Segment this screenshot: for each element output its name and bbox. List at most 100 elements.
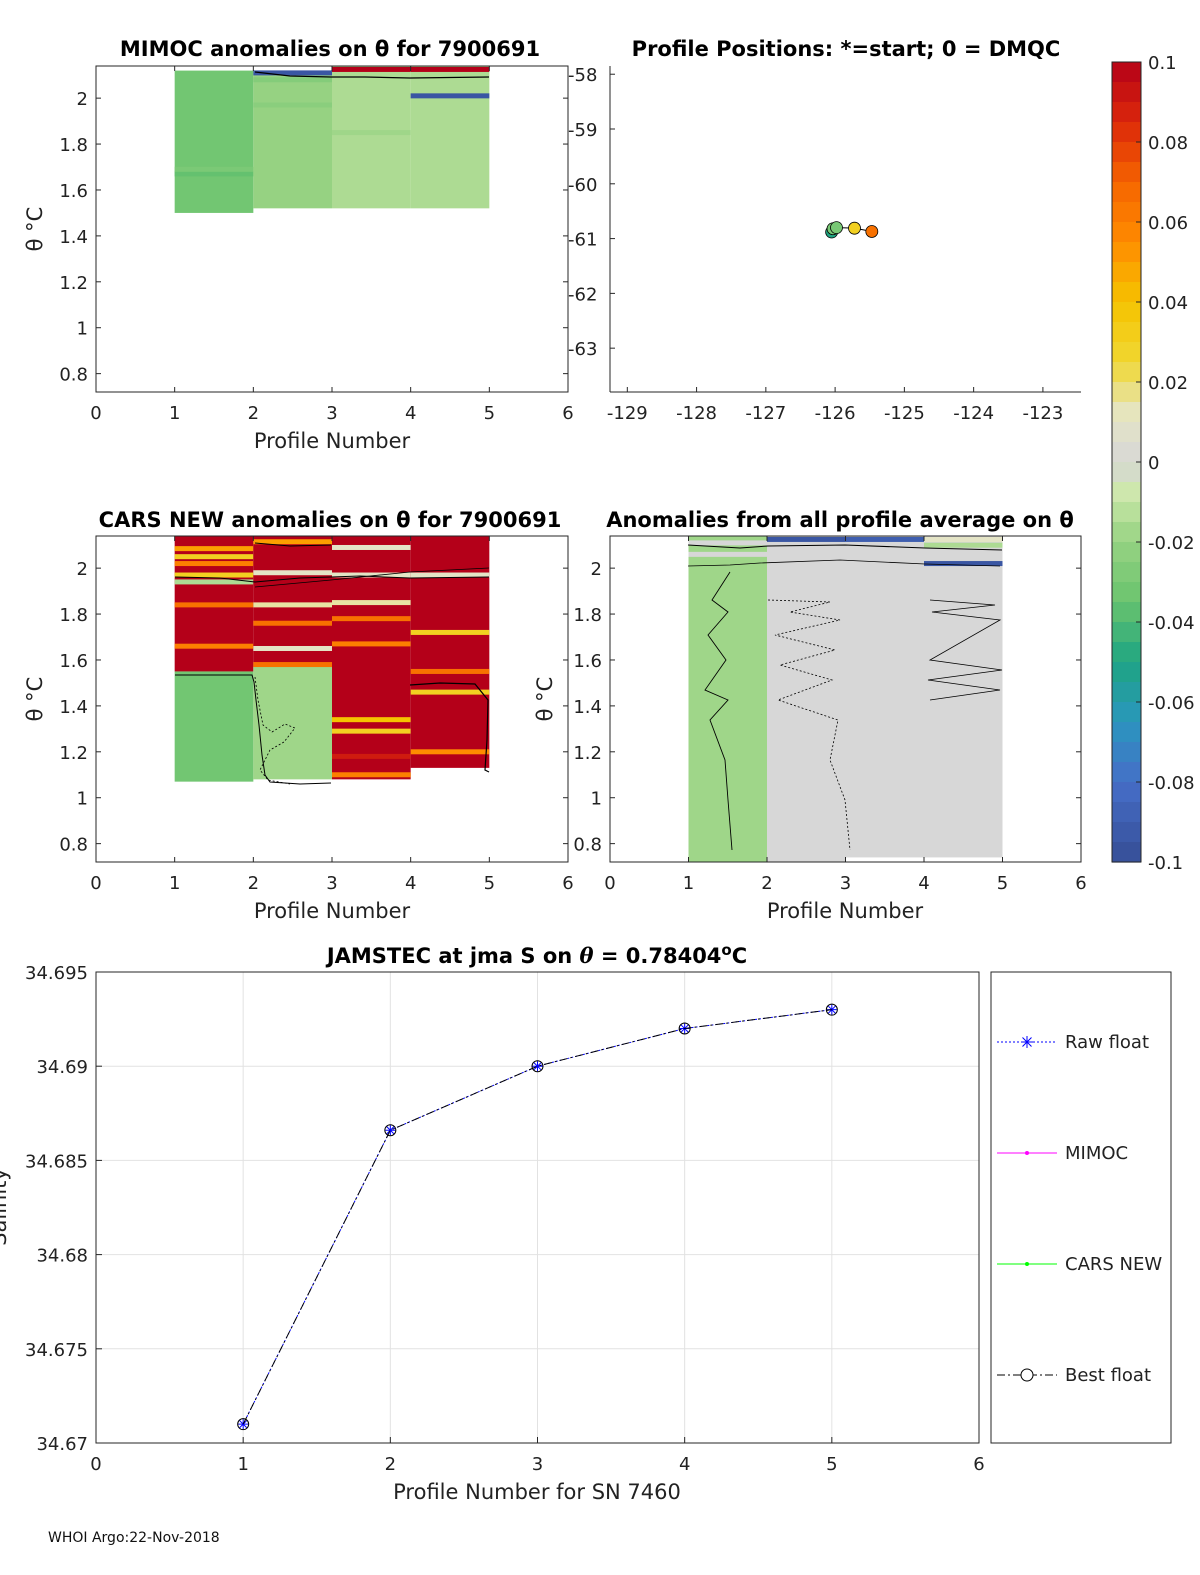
best-float-point: [384, 1124, 397, 1137]
positions-ytick-label: -60: [568, 175, 597, 196]
mimoc-band: [174, 166, 254, 172]
allavg-band: [688, 551, 767, 557]
salinity-xtick-label: 6: [973, 1454, 984, 1475]
salinity-xtick-label: 1: [237, 1454, 248, 1475]
allavg-panel: 0 1 2 3 4 5 60.811.21.41.61.82 Anomalies from …: [533, 508, 1087, 923]
cars-xtick-label: 0: [90, 873, 101, 894]
mimoc-cell: [174, 70, 254, 213]
colorbar-swatch: [1112, 802, 1141, 823]
colorbar-swatch: [1112, 502, 1141, 523]
mimoc-band: [410, 93, 490, 99]
cars-ytick-label: 1.6: [59, 651, 88, 672]
colorbar-swatch: [1112, 522, 1141, 543]
position-marker: [865, 225, 879, 238]
mimoc-xtick-label: 4: [405, 403, 416, 424]
colorbar-swatches: [1112, 62, 1141, 863]
mimoc-heatmap: [174, 66, 490, 213]
colorbar-swatch: [1112, 662, 1141, 683]
positions-xtick-label: -124: [953, 403, 994, 424]
salinity-ylabel: Salinity: [0, 1168, 11, 1246]
allavg-xtick-label: 5: [997, 873, 1008, 894]
positions-markers: [825, 221, 879, 239]
mimoc-ticks: 0 1 2 3 4 5 6 0.8 1 1.2 1.4 1.6 1.8 2: [59, 66, 574, 424]
cars-heatmap: [174, 536, 490, 782]
cars-band: [332, 772, 411, 778]
colorbar-swatch: [1112, 282, 1141, 303]
allavg-band: [924, 561, 1003, 567]
cars-xtick-label: 6: [562, 873, 573, 894]
colorbar-tick-label: 0: [1148, 453, 1159, 474]
allavg-band: [924, 542, 1003, 548]
salinity-xlabel: Profile Number for SN 7460: [393, 1480, 681, 1504]
colorbar-tick-label: -0.02: [1148, 533, 1195, 554]
legend-label: Best float: [1065, 1365, 1151, 1386]
cars-xlabel: Profile Number: [254, 899, 411, 923]
positions-ytick-label: -59: [568, 120, 597, 141]
positions-xtick-label: -123: [1022, 403, 1063, 424]
best-float-point: [237, 1418, 250, 1431]
colorbar-tick-label: 0.02: [1148, 373, 1188, 394]
colorbar-swatch: [1112, 202, 1141, 223]
colorbar-tick-label: 0.04: [1148, 293, 1188, 314]
mimoc-ytick-label: 1.6: [59, 181, 88, 202]
cars-band: [253, 539, 332, 545]
salinity-ytick-label: 34.67: [36, 1434, 88, 1455]
colorbar-swatch: [1112, 182, 1141, 203]
colorbar-swatch: [1112, 382, 1141, 403]
allavg-ytick-label: 2: [591, 559, 602, 580]
allavg-heatmap: [688, 536, 1003, 862]
colorbar-swatch: [1112, 162, 1141, 183]
legend-marker: [1025, 1262, 1029, 1266]
cars-band: [174, 554, 254, 560]
allavg-cell: [767, 536, 846, 862]
salinity-series: [237, 1003, 838, 1431]
cars-contour-line: [254, 542, 332, 547]
cars-band: [253, 662, 332, 668]
salinity-ticks: 0 1 2 3 4 5 6 34.67 34.675 34.68 34.685 34.69 34.695: [25, 963, 985, 1475]
cars-ytick-label: 1: [77, 789, 88, 810]
cars-band: [410, 749, 490, 755]
positions-ytick-label: -61: [568, 230, 597, 251]
colorbar-swatch: [1112, 442, 1141, 463]
mimoc-ytick-label: 1: [77, 319, 88, 340]
salinity-title: JAMSTEC at jma S on θ = 0.78404oC: [325, 941, 747, 968]
cars-ticks: 0 1 2 3 4 5 6 0.8 1 1.2 1.4 1.6 1.8 2: [59, 536, 574, 894]
positions-xtick-label: -125: [884, 403, 925, 424]
best-float-point: [825, 1003, 838, 1016]
allavg-ytick-label: 1.8: [573, 605, 602, 626]
colorbar-swatch: [1112, 542, 1141, 563]
positions-axes-background: [610, 66, 1081, 392]
colorbar-swatch: [1112, 702, 1141, 723]
colorbar-swatch: [1112, 262, 1141, 283]
positions-title: Profile Positions: *=start; 0 = DMQC: [632, 37, 1061, 61]
cars-contours: [174, 542, 490, 785]
colorbar-swatch: [1112, 782, 1141, 803]
allavg-band: [688, 540, 767, 546]
cars-band: [332, 753, 411, 759]
cars-xtick-label: 1: [169, 873, 180, 894]
mimoc-xtick-label: 3: [326, 403, 337, 424]
cars-contour-line: [254, 567, 490, 588]
cars-cell: [253, 536, 332, 667]
colorbar-ticks: 0.1 0.08 0.06 0.04 0.02 0 -0.02 -0.04 -0.06 -0.08…: [1136, 53, 1195, 874]
cars-band: [253, 602, 332, 608]
mimoc-title: MIMOC anomalies on θ for 7900691: [120, 37, 540, 61]
mimoc-xlabel: Profile Number: [254, 429, 411, 453]
colorbar-tick-label: 0.06: [1148, 213, 1188, 234]
cars-cell: [253, 666, 332, 780]
legend-items: Raw float MIMOC CARS NEW Best float: [997, 1032, 1162, 1386]
salinity-ytick-label: 34.685: [25, 1151, 88, 1172]
cars-xtick-label: 3: [326, 873, 337, 894]
cars-band: [332, 641, 411, 647]
colorbar: 0.1 0.08 0.06 0.04 0.02 0 -0.02 -0.04 -0.06 -0.08…: [1111, 53, 1195, 874]
colorbar-swatch: [1112, 302, 1141, 323]
cars-band: [332, 544, 411, 550]
mimoc-xtick-label: 0: [90, 403, 101, 424]
allavg-xlabel: Profile Number: [767, 899, 924, 923]
colorbar-swatch: [1112, 242, 1141, 263]
colorbar-swatch: [1112, 562, 1141, 583]
mimoc-ytick-label: 0.8: [59, 365, 88, 386]
colorbar-swatch: [1112, 642, 1141, 663]
salinity-panel: 0 1 2 3 4 5 6 34.67 34.675 34.68 34.685 34.69 34.695…: [0, 941, 985, 1504]
